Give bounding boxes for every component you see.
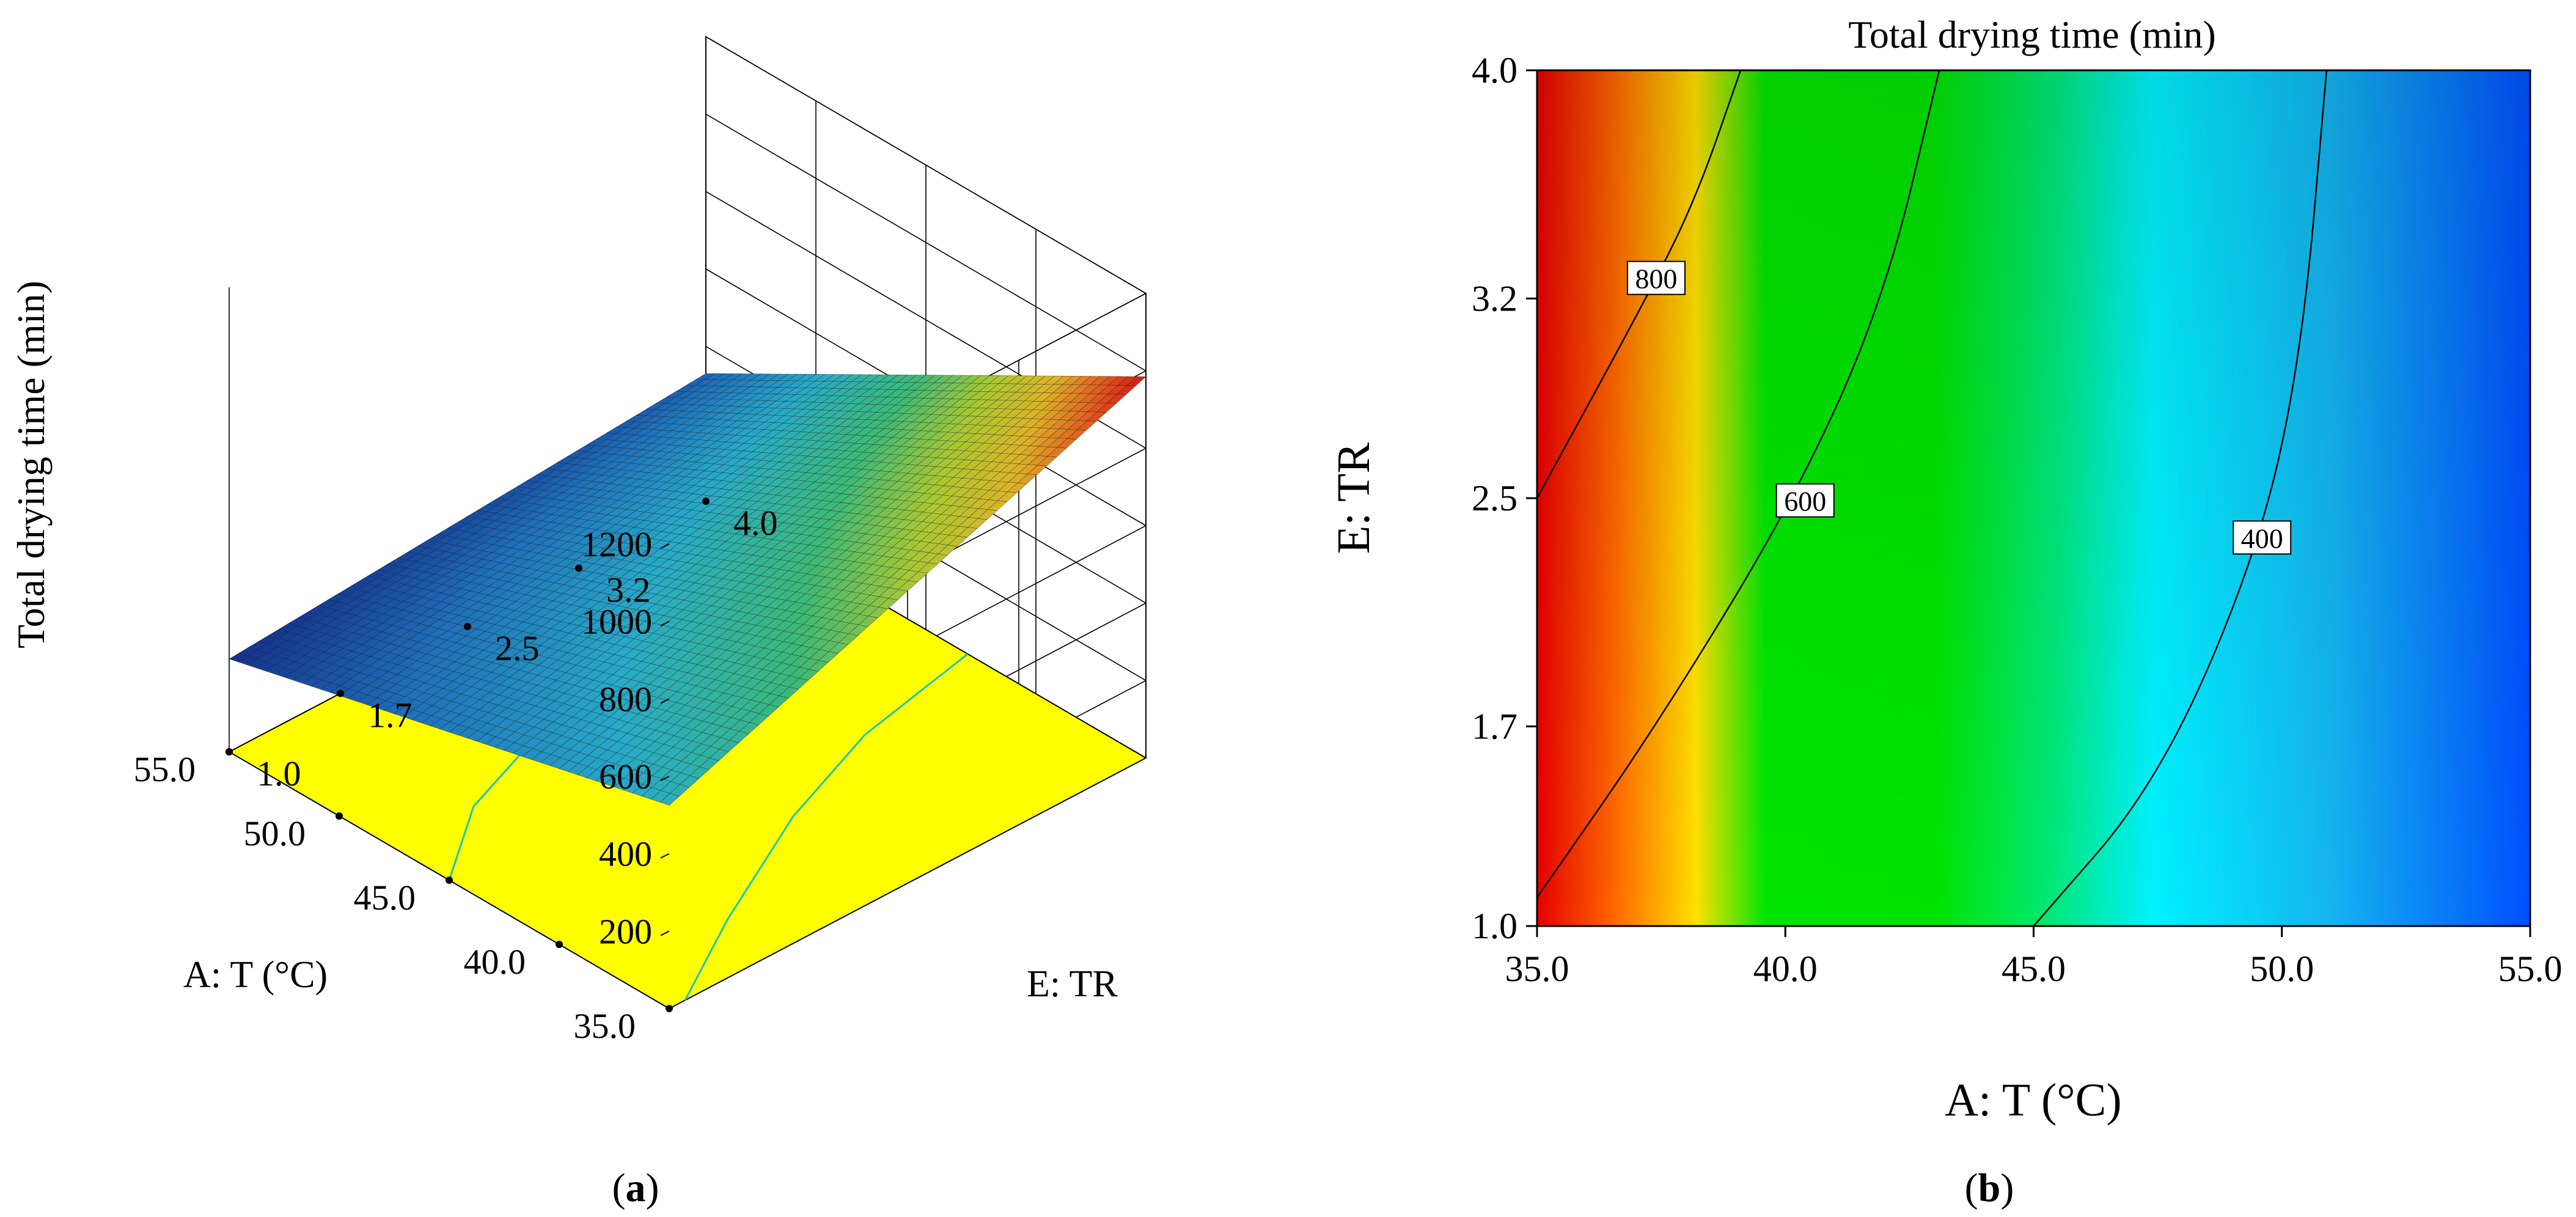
surface-ticks: 200 400 600 800 1000 1200 35.0 40.0 45.0 50.0 55.0… [134, 498, 778, 1046]
contour-shade [1537, 70, 2530, 926]
contour-lines: 800 600 400 [1536, 70, 2328, 927]
contour-label: 800 [1635, 263, 1678, 295]
contour-y-tick-label: 3.2 [1472, 278, 1517, 318]
z-tick [660, 930, 670, 936]
y-tick [226, 748, 233, 756]
surface-cell [659, 793, 680, 806]
z-tick-label: 400 [599, 834, 652, 874]
panel-b-letter: b [1978, 1166, 2001, 1210]
contour-label: 600 [1784, 486, 1826, 517]
y-tick-label: 1.0 [257, 754, 301, 793]
contour-y-tick-label: 2.5 [1472, 478, 1517, 518]
z-axis-title: Total drying time (min) [9, 281, 53, 649]
z-tick-label: 800 [599, 679, 652, 719]
contour-line-800 [1536, 70, 1742, 499]
y-axis-title: E: TR [1027, 963, 1118, 1005]
x-tick-label: 40.0 [464, 942, 526, 982]
y-tick [337, 689, 344, 697]
z-tick [660, 620, 670, 627]
contour-y-tick-label: 4.0 [1472, 50, 1517, 90]
x-tick [556, 941, 563, 948]
x-tick [666, 1005, 673, 1012]
contour-x-tick-label: 40.0 [1753, 949, 1818, 989]
panel-b-caption: (b) [1965, 1166, 2014, 1210]
contour-x-tick-label: 55.0 [2498, 949, 2563, 989]
panel-a-surface-plot: 200 400 600 800 1000 1200 35.0 40.0 45.0 50.0 55.0… [9, 35, 1148, 1210]
contour-line-400 [2033, 70, 2328, 927]
panel-a-caption: (a) [612, 1166, 659, 1210]
contour-ticks: 35.0 40.0 45.0 50.0 55.0 1.0 1.7 2.5 3.2 4.0 [1472, 50, 2563, 989]
y-tick [575, 564, 582, 572]
x-tick-label: 35.0 [574, 1006, 636, 1046]
surface-mesh [229, 373, 1147, 806]
contour-y-axis-title: E: TR [1328, 443, 1379, 554]
contour-label-box [1627, 260, 1686, 295]
z-tick [660, 776, 670, 781]
contour-label: 400 [2241, 523, 2283, 554]
z-tick-label: 200 [599, 911, 652, 951]
contour-x-tick-label: 50.0 [2250, 949, 2314, 989]
y-tick-label: 4.0 [733, 503, 778, 543]
x-axis-title: A: T (°C) [183, 954, 328, 996]
z-tick-label: 1000 [581, 602, 652, 642]
z-tick-label: 1200 [581, 524, 652, 564]
y-tick-label: 3.2 [606, 570, 651, 609]
x-tick-label: 45.0 [354, 878, 416, 917]
contour-label-box [2233, 520, 2292, 555]
contour-y-tick-label: 1.7 [1472, 706, 1517, 746]
panel-b-contour-plot: Total drying time (min) 800 600 400 35.0 40… [1328, 13, 2563, 1210]
z-tick [660, 853, 670, 859]
z-tick [660, 543, 670, 549]
contour-label-box [1775, 483, 1835, 518]
x-tick-label: 50.0 [244, 814, 306, 853]
panel-a-letter: a [626, 1166, 646, 1210]
y-tick [464, 623, 471, 630]
y-tick-label: 2.5 [495, 628, 540, 668]
z-tick-label: 600 [599, 757, 652, 796]
floor-contour-line [684, 653, 969, 1001]
y-tick [702, 498, 710, 505]
x-tick [336, 812, 343, 820]
y-tick-label: 1.7 [368, 695, 413, 735]
contour-x-axis-title: A: T (°C) [1945, 1075, 2121, 1126]
contour-x-tick-label: 45.0 [2002, 949, 2066, 989]
contour-title: Total drying time (min) [1848, 13, 2216, 56]
contour-x-tick-label: 35.0 [1505, 949, 1569, 989]
contour-line-600 [1536, 70, 1940, 899]
contour-y-tick-label: 1.0 [1472, 906, 1517, 946]
x-tick-label: 55.0 [134, 749, 196, 789]
x-tick [446, 877, 453, 884]
z-tick [660, 698, 670, 704]
